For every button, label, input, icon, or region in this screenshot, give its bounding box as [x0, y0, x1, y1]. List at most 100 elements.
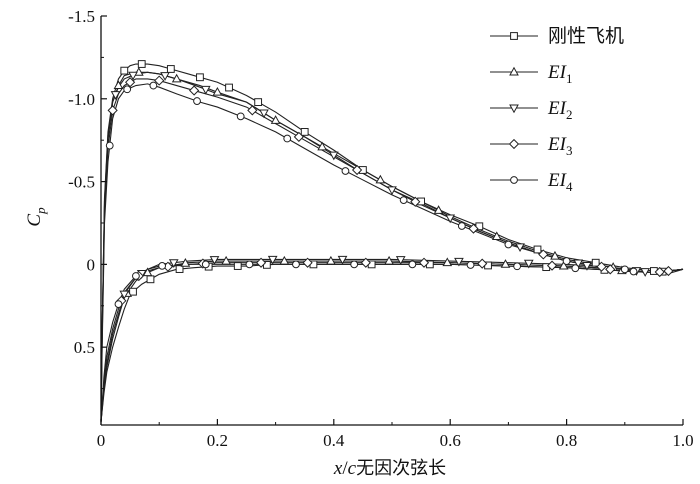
data-point-triangle-down: [209, 256, 220, 265]
data-point-triangle-up: [113, 80, 124, 90]
data-point-triangle-down: [267, 255, 278, 265]
data-point-triangle-up: [500, 259, 511, 268]
data-point-circle: [457, 222, 466, 230]
data-point-circle: [504, 240, 513, 249]
data-point-triangle-up: [558, 260, 569, 270]
data-point-triangle-down: [454, 257, 464, 267]
data-point-triangle-down: [337, 255, 348, 265]
data-point-triangle-down: [387, 186, 397, 196]
data-point-triangle-down: [128, 71, 138, 81]
data-point-circle: [620, 265, 629, 274]
data-point-triangle-up: [270, 115, 281, 124]
data-point-circle: [193, 97, 201, 105]
data-point-square: [120, 66, 129, 75]
data-point-triangle-down: [523, 259, 534, 269]
data-point-triangle-down: [573, 259, 584, 269]
data-point-triangle-up: [279, 255, 290, 265]
data-point-square: [233, 262, 242, 270]
series-line-4-upper: [100, 78, 684, 422]
data-point-circle: [466, 261, 475, 269]
series-line-3-upper: [100, 71, 684, 422]
data-point-circle: [158, 261, 167, 270]
y-axis-label: Cp: [24, 207, 48, 227]
legend-label: EI3: [547, 134, 572, 158]
data-point-circle: [510, 176, 518, 184]
data-point-triangle-up: [212, 86, 223, 96]
data-point-circle: [123, 85, 132, 94]
data-point-circle: [236, 112, 245, 121]
data-point-diamond: [107, 105, 118, 116]
data-point-square: [591, 258, 600, 267]
series-line-2-upper: [100, 71, 684, 422]
data-point-diamond: [468, 223, 479, 234]
data-point-diamond: [247, 105, 258, 116]
data-point-triangle-down: [160, 72, 170, 81]
data-point-circle: [562, 257, 571, 265]
data-point-circle: [283, 134, 292, 143]
data-point-triangle-down: [509, 104, 519, 114]
y-tick-label: -1.0: [68, 90, 95, 109]
data-point-square: [137, 60, 146, 68]
data-point-circle: [408, 260, 417, 269]
series-line-1-upper: [100, 63, 684, 422]
data-point-square: [300, 128, 309, 136]
data-point-triangle-up: [509, 66, 519, 76]
data-point-diamond: [410, 196, 421, 207]
y-tick-label: -0.5: [68, 173, 95, 192]
data-point-diamond: [477, 258, 488, 269]
x-tick-label: 0.2: [207, 431, 228, 450]
y-tick-label: 0.5: [74, 338, 95, 357]
data-point-diamond: [605, 264, 616, 275]
data-point-triangle-up: [491, 231, 502, 241]
data-point-diamond: [351, 164, 363, 176]
data-point-circle: [513, 262, 522, 271]
data-point-triangle-down: [259, 109, 269, 119]
data-point-triangle-down: [445, 214, 456, 224]
data-point-triangle-up: [142, 267, 153, 277]
data-point-circle: [629, 267, 638, 276]
data-point-triangle-down: [328, 151, 339, 161]
legend: 刚性飞机 EI1 EI2 EI3 EI4: [490, 25, 624, 194]
data-point-square: [129, 287, 137, 296]
data-point-circle: [341, 167, 350, 175]
data-point-diamond: [538, 249, 549, 260]
data-point-square: [196, 73, 204, 82]
series-line-5-lower: [100, 263, 684, 422]
data-point-triangle-down: [200, 85, 211, 95]
y-tick-label: -1.5: [68, 7, 95, 26]
data-point-triangle-down: [640, 268, 651, 277]
data-point-triangle-up: [384, 255, 394, 265]
data-point-diamond: [255, 257, 267, 268]
data-point-triangle-up: [180, 257, 191, 267]
data-point-triangle-up: [317, 141, 328, 151]
x-axis-label: x/c无因次弦长: [333, 458, 446, 479]
data-point-triangle-up: [442, 257, 453, 267]
data-point-square: [166, 65, 175, 73]
data-point-diamond: [546, 260, 558, 271]
data-point-triangle-up: [433, 205, 444, 214]
data-point-diamond: [418, 257, 430, 268]
data-point-diamond: [360, 257, 371, 268]
data-point-triangle-down: [395, 256, 406, 265]
data-point-diamond: [189, 85, 200, 96]
plot-lines: [100, 63, 684, 422]
legend-label: EI1: [547, 62, 572, 86]
data-point-diamond: [302, 257, 313, 268]
data-point-diamond: [596, 261, 607, 272]
data-point-square: [225, 83, 233, 92]
x-tick-label: 0.6: [440, 431, 461, 450]
data-point-circle: [201, 260, 210, 269]
data-point-diamond: [154, 75, 165, 86]
series-line-4-lower: [100, 262, 684, 422]
data-point-square: [510, 32, 518, 40]
data-point-triangle-up: [550, 250, 560, 260]
data-point-triangle-down: [515, 243, 525, 253]
series-line-3-lower: [100, 258, 684, 422]
data-point-circle: [132, 272, 140, 280]
data-point-triangle-down: [119, 290, 130, 300]
data-point-circle: [105, 141, 114, 150]
data-point-diamond: [124, 77, 136, 88]
data-point-square: [146, 275, 155, 284]
data-point-diamond: [508, 138, 520, 150]
